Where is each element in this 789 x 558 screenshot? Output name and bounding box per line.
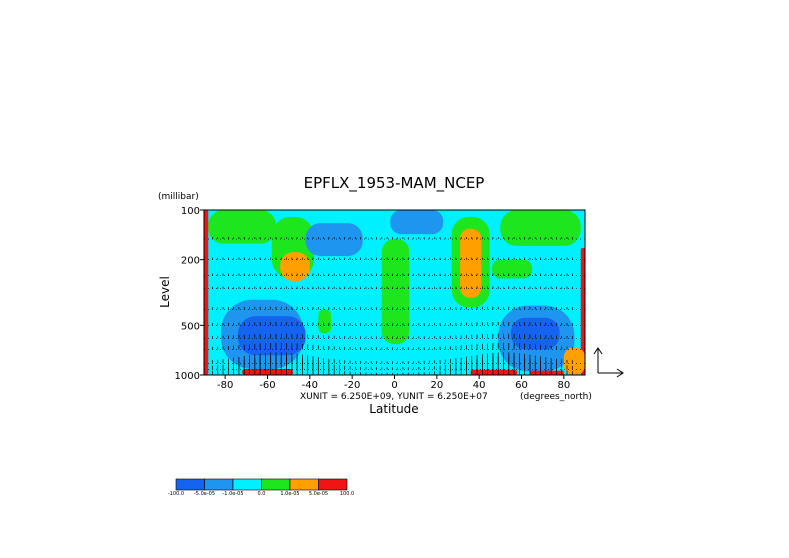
contour-region-orange bbox=[563, 347, 585, 375]
x-tick-label: 40 bbox=[473, 380, 486, 391]
x-axis: -80 -60 -40 -20 0 20 40 60 80 bbox=[217, 375, 570, 391]
contour-regions bbox=[204, 210, 585, 375]
contour-region-green bbox=[208, 210, 276, 244]
y-axis: 100 200 500 1000 bbox=[175, 206, 204, 382]
colorbar-swatch bbox=[204, 478, 234, 491]
colorbar-swatch bbox=[232, 478, 262, 491]
x-tick-label: -40 bbox=[302, 380, 318, 391]
y-tick-label: 100 bbox=[181, 206, 200, 217]
contour-region-green bbox=[318, 309, 331, 334]
x-tick-label: -20 bbox=[344, 380, 360, 391]
colorbar-label: -5.0e-05 bbox=[194, 491, 215, 497]
vector-unit-text: XUNIT = 6.250E+09, YUNIT = 6.250E+07 bbox=[300, 392, 488, 402]
contour-region-orange bbox=[460, 228, 482, 298]
colorbar-swatch bbox=[175, 478, 205, 491]
contour-region-green bbox=[500, 210, 581, 246]
y-axis-label: Level bbox=[158, 276, 172, 308]
contour-region-red bbox=[204, 210, 209, 375]
colorbar-label: -100.0 bbox=[168, 491, 184, 497]
contour-region-blue bbox=[390, 210, 444, 235]
colorbar-swatch bbox=[289, 478, 319, 491]
contour-region-red bbox=[580, 248, 585, 375]
colorbar-label: 5.0e-05 bbox=[309, 491, 328, 497]
contour-region-red bbox=[529, 370, 564, 375]
y-tick-label: 500 bbox=[181, 321, 200, 332]
colorbar: -100.0 -5.0e-05 -1.0e-05 0.0 1.0e-05 5.0e-05 1… bbox=[168, 478, 354, 497]
x-unit-label: (degrees_north) bbox=[520, 392, 592, 402]
contour-region-dark_blue bbox=[510, 317, 560, 350]
x-tick-label: 20 bbox=[430, 380, 443, 391]
x-tick-label: 60 bbox=[515, 380, 528, 391]
colorbar-label: 0.0 bbox=[258, 491, 266, 497]
colorbar-swatch bbox=[261, 478, 291, 491]
y-unit-label: (millibar) bbox=[158, 192, 199, 202]
x-tick-label: 80 bbox=[557, 380, 570, 391]
x-tick-label: -80 bbox=[217, 380, 233, 391]
contour-region-orange bbox=[280, 252, 310, 282]
reference-vector-up-head bbox=[593, 347, 603, 355]
colorbar-swatch bbox=[318, 478, 348, 491]
contour-region-green bbox=[491, 259, 533, 279]
x-tick-label: 0 bbox=[391, 380, 397, 391]
reference-vector-right-head bbox=[616, 368, 624, 378]
colorbar-label: 100.0 bbox=[340, 491, 354, 497]
contour-region-blue bbox=[305, 223, 363, 256]
contour-region-red bbox=[470, 369, 518, 375]
x-axis-label: Latitude bbox=[369, 402, 418, 416]
contour-region-green bbox=[381, 239, 410, 345]
colorbar-label: -1.0e-05 bbox=[223, 491, 244, 497]
y-tick-label: 200 bbox=[181, 256, 200, 267]
reference-vector bbox=[593, 347, 624, 378]
y-tick-label: 1000 bbox=[175, 371, 200, 382]
plot-area bbox=[204, 210, 585, 375]
x-tick-label: -60 bbox=[259, 380, 275, 391]
colorbar-label: 1.0e-05 bbox=[280, 491, 299, 497]
flux-vectors bbox=[212, 237, 573, 375]
chart-title: EPFLX_1953-MAM_NCEP bbox=[304, 174, 485, 193]
